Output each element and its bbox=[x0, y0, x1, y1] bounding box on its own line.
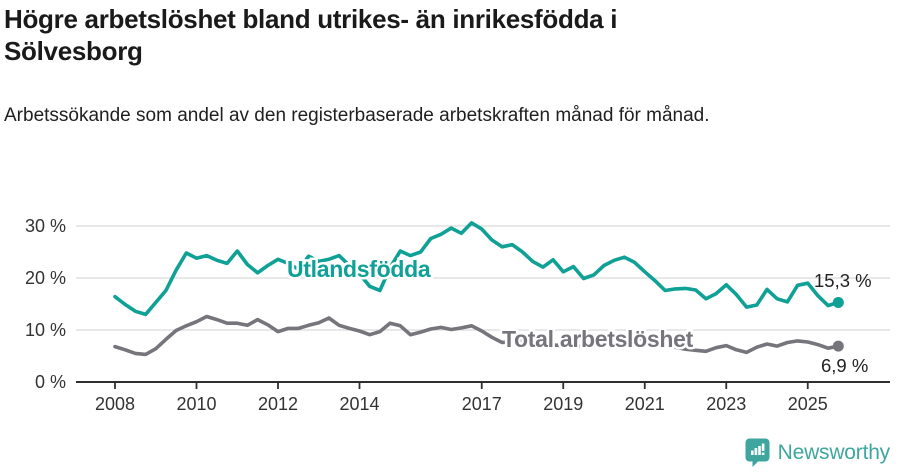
unemployment-line-chart: 0 % 10 % 20 % 30 % 2008 2010 2012 2014 2017 2019 2… bbox=[25, 216, 890, 414]
page-title: Högre arbetslöshet bland utrikes- än inr… bbox=[4, 4, 618, 66]
x-axis-tick-label: 2023 bbox=[706, 394, 746, 414]
series-label-total: Total arbetslöshet bbox=[502, 326, 694, 352]
logo-pin-shape bbox=[745, 438, 770, 467]
brand-name: Newsworthy bbox=[777, 440, 891, 464]
x-axis-tick-label: 2010 bbox=[176, 394, 216, 414]
newsworthy-logo: Newsworthy bbox=[744, 437, 890, 468]
x-axis-tick-label: 2021 bbox=[625, 394, 665, 414]
x-axis-tick-label: 2019 bbox=[543, 394, 583, 414]
y-axis-tick-label: 30 % bbox=[25, 216, 66, 236]
x-axis-tick-label: 2025 bbox=[788, 394, 828, 414]
series-line-utlandsfodda bbox=[113, 221, 841, 317]
series-end-dot bbox=[832, 340, 844, 352]
logo-bar-3 bbox=[757, 446, 761, 455]
y-axis-tick-label: 10 % bbox=[25, 320, 66, 340]
series-end-value-label: 15,3 % bbox=[814, 270, 872, 291]
x-axis-tick-label: 2014 bbox=[339, 394, 379, 414]
logo-exclamation-dot bbox=[761, 452, 765, 455]
x-axis-tick-label: 2012 bbox=[258, 394, 298, 414]
chart-subtitle: Arbetssökande som andel av den registerb… bbox=[4, 105, 710, 126]
series-label-utlandsfodda: Utlandsfödda bbox=[287, 256, 431, 282]
series-end-dot bbox=[832, 296, 844, 308]
series-end-value-label: 6,9 % bbox=[821, 355, 868, 376]
chart-area: 0 % 10 % 20 % 30 % 2008 2010 2012 2014 2017 2019 2… bbox=[0, 195, 900, 435]
logo-exclamation-stem bbox=[761, 443, 765, 451]
logo-bar-1 bbox=[750, 450, 754, 455]
series-line-total bbox=[113, 314, 841, 357]
logo-bar-2 bbox=[754, 448, 757, 455]
x-axis-tick-label: 2017 bbox=[462, 394, 502, 414]
x-axis-tick-label: 2008 bbox=[95, 394, 135, 414]
y-axis-tick-label: 20 % bbox=[25, 268, 66, 288]
newsworthy-pin-barchart-icon bbox=[745, 438, 770, 467]
y-axis-tick-label: 0 % bbox=[35, 372, 66, 392]
